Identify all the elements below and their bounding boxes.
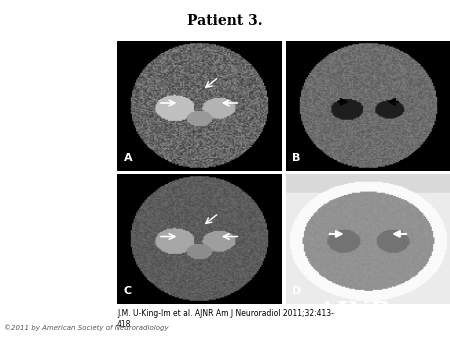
Text: AMERICAN JOURNAL OF NEURORADIOLOGY: AMERICAN JOURNAL OF NEURORADIOLOGY bbox=[301, 327, 406, 332]
Text: Patient 3.: Patient 3. bbox=[187, 14, 263, 27]
Text: J.M. U-King-Im et al. AJNR Am J Neuroradiol 2011;32:413-
418: J.M. U-King-Im et al. AJNR Am J Neurorad… bbox=[117, 309, 334, 329]
Text: C: C bbox=[124, 286, 132, 296]
Text: A: A bbox=[124, 153, 132, 163]
Text: B: B bbox=[292, 153, 301, 163]
Text: ©2011 by American Society of Neuroradiology: ©2011 by American Society of Neuroradiol… bbox=[4, 324, 169, 331]
Text: AJNR: AJNR bbox=[316, 300, 391, 324]
Text: D: D bbox=[292, 286, 302, 296]
